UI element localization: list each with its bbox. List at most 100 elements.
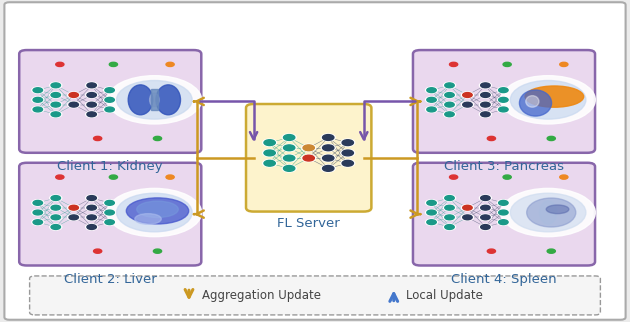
Circle shape bbox=[166, 175, 174, 179]
Circle shape bbox=[479, 224, 491, 230]
Circle shape bbox=[462, 205, 472, 210]
Circle shape bbox=[50, 195, 62, 201]
Circle shape bbox=[51, 102, 60, 107]
Circle shape bbox=[67, 214, 79, 220]
Circle shape bbox=[50, 92, 62, 98]
Circle shape bbox=[479, 92, 491, 98]
Circle shape bbox=[341, 160, 355, 167]
Circle shape bbox=[501, 188, 595, 237]
Circle shape bbox=[461, 92, 474, 98]
Circle shape bbox=[323, 155, 334, 161]
Circle shape bbox=[444, 102, 455, 108]
Circle shape bbox=[445, 93, 454, 97]
Ellipse shape bbox=[539, 201, 557, 224]
Circle shape bbox=[501, 76, 595, 124]
Ellipse shape bbox=[126, 198, 189, 224]
Circle shape bbox=[87, 112, 96, 117]
Circle shape bbox=[282, 134, 296, 141]
Circle shape bbox=[86, 92, 98, 98]
Circle shape bbox=[427, 220, 436, 225]
Text: Client 4: Spleen: Client 4: Spleen bbox=[451, 273, 557, 286]
Circle shape bbox=[427, 200, 436, 205]
Circle shape bbox=[461, 205, 474, 211]
Circle shape bbox=[33, 200, 43, 205]
Circle shape bbox=[498, 210, 509, 216]
Circle shape bbox=[488, 249, 496, 253]
Circle shape bbox=[110, 62, 117, 66]
Circle shape bbox=[498, 106, 509, 113]
Circle shape bbox=[445, 225, 454, 229]
Circle shape bbox=[87, 205, 96, 210]
Circle shape bbox=[264, 160, 275, 166]
Circle shape bbox=[51, 83, 60, 88]
Circle shape bbox=[32, 87, 43, 93]
Circle shape bbox=[499, 210, 508, 215]
Circle shape bbox=[303, 155, 314, 161]
Circle shape bbox=[69, 205, 78, 210]
Ellipse shape bbox=[527, 198, 576, 227]
Circle shape bbox=[87, 195, 96, 200]
Circle shape bbox=[425, 87, 437, 93]
Circle shape bbox=[445, 112, 454, 117]
Circle shape bbox=[50, 205, 62, 211]
Circle shape bbox=[264, 150, 275, 156]
Circle shape bbox=[86, 205, 98, 211]
Circle shape bbox=[284, 135, 295, 140]
Circle shape bbox=[51, 215, 60, 220]
Circle shape bbox=[461, 102, 474, 108]
Circle shape bbox=[110, 175, 117, 179]
Circle shape bbox=[303, 145, 314, 151]
Circle shape bbox=[282, 144, 296, 151]
Circle shape bbox=[323, 166, 334, 171]
Circle shape bbox=[499, 88, 508, 93]
Circle shape bbox=[498, 200, 509, 206]
Circle shape bbox=[87, 215, 96, 220]
Circle shape bbox=[462, 93, 472, 97]
Circle shape bbox=[444, 214, 455, 220]
Circle shape bbox=[51, 195, 60, 200]
Circle shape bbox=[284, 145, 295, 151]
Circle shape bbox=[488, 136, 496, 140]
Circle shape bbox=[323, 145, 334, 151]
Circle shape bbox=[323, 135, 334, 140]
Circle shape bbox=[342, 140, 353, 146]
Circle shape bbox=[481, 195, 490, 200]
Circle shape bbox=[69, 102, 78, 107]
Circle shape bbox=[51, 225, 60, 229]
Circle shape bbox=[547, 136, 556, 140]
Circle shape bbox=[69, 93, 78, 97]
Circle shape bbox=[481, 205, 490, 210]
Ellipse shape bbox=[525, 86, 584, 107]
Circle shape bbox=[33, 220, 43, 225]
Circle shape bbox=[302, 144, 316, 151]
Circle shape bbox=[117, 193, 192, 232]
Circle shape bbox=[87, 83, 96, 88]
Circle shape bbox=[33, 210, 43, 215]
Circle shape bbox=[107, 76, 202, 124]
Circle shape bbox=[444, 92, 455, 98]
Circle shape bbox=[499, 107, 508, 112]
Text: Client 3: Pancreas: Client 3: Pancreas bbox=[444, 160, 564, 173]
Circle shape bbox=[444, 205, 455, 211]
Circle shape bbox=[105, 98, 114, 102]
Ellipse shape bbox=[150, 93, 159, 107]
Circle shape bbox=[547, 249, 556, 253]
FancyBboxPatch shape bbox=[19, 50, 202, 153]
Circle shape bbox=[321, 155, 335, 162]
Circle shape bbox=[87, 225, 96, 229]
Circle shape bbox=[105, 200, 114, 205]
Circle shape bbox=[510, 193, 586, 232]
FancyBboxPatch shape bbox=[413, 163, 595, 265]
Circle shape bbox=[427, 88, 436, 93]
Circle shape bbox=[86, 111, 98, 118]
Circle shape bbox=[479, 82, 491, 88]
Circle shape bbox=[55, 62, 64, 66]
Circle shape bbox=[284, 166, 295, 171]
Circle shape bbox=[32, 200, 43, 206]
Circle shape bbox=[50, 102, 62, 108]
Circle shape bbox=[479, 195, 491, 201]
Circle shape bbox=[461, 214, 474, 220]
Circle shape bbox=[427, 98, 436, 102]
Circle shape bbox=[559, 175, 568, 179]
Circle shape bbox=[479, 102, 491, 108]
